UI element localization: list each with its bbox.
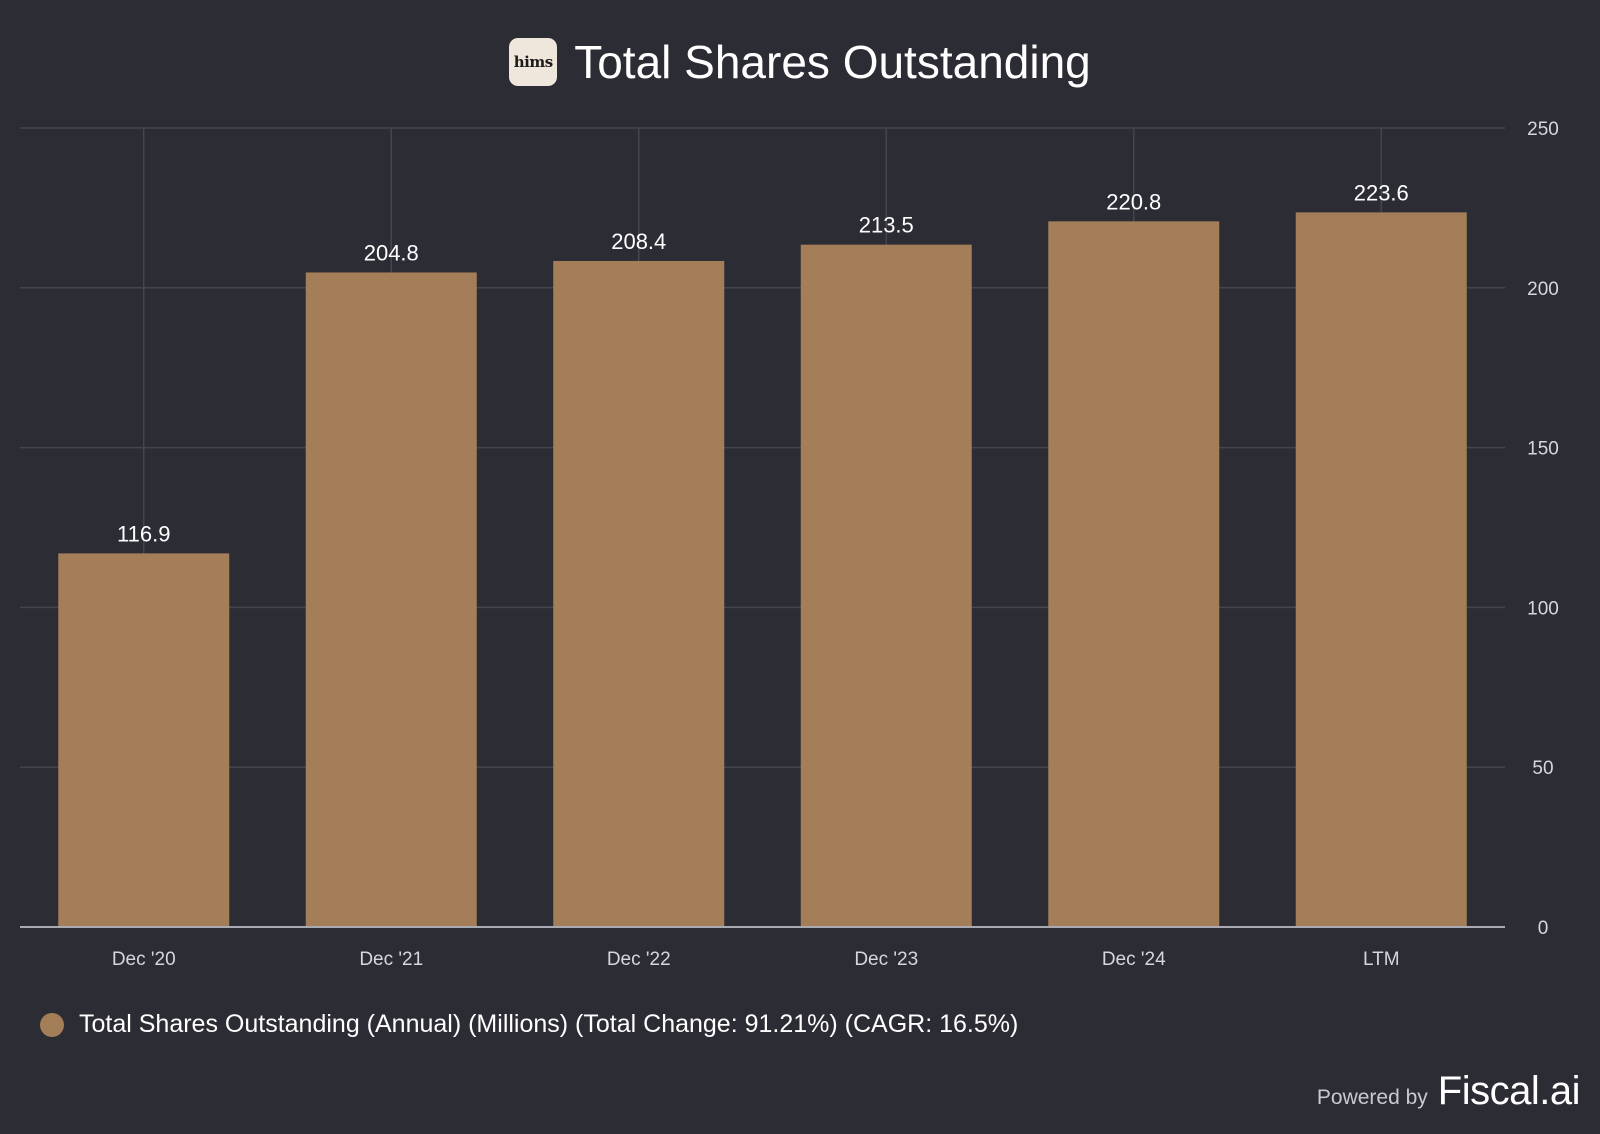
- axis-layer: 0 50 100 150 200 250 Dec '20 Dec '21 Dec '22 Dec …: [20, 119, 1559, 970]
- y-tick-label: 100: [1527, 598, 1559, 619]
- y-tick-label: 50: [1532, 758, 1553, 779]
- legend-label: Total Shares Outstanding (Annual) (Milli…: [79, 1010, 1019, 1038]
- x-tick-label: Dec '24: [1102, 949, 1166, 970]
- x-tick-label: Dec '23: [854, 949, 918, 970]
- data-label: 204.8: [364, 240, 419, 265]
- bar-3: [800, 244, 972, 928]
- powered-by-text: Powered by: [1316, 1086, 1428, 1109]
- bar-4: [1048, 221, 1220, 928]
- data-label: 220.8: [1106, 189, 1161, 214]
- bar-1: [305, 272, 477, 927]
- bar-5: [1295, 212, 1467, 928]
- bar-chart: 116.9 204.8 208.4 213.5 220.8 223.6 0 50 100 150…: [20, 119, 1559, 970]
- data-label: 223.6: [1354, 180, 1409, 205]
- chart-legend[interactable]: Total Shares Outstanding (Annual) (Milli…: [40, 1010, 1018, 1039]
- y-tick-label: 200: [1527, 279, 1559, 300]
- y-tick-label: 250: [1527, 119, 1559, 140]
- chart-header: hims Total Shares Outstanding: [0, 34, 1600, 90]
- data-label: 116.9: [117, 521, 170, 546]
- data-label: 213.5: [859, 213, 914, 238]
- data-label: 208.4: [611, 229, 666, 254]
- y-tick-label: 0: [1538, 918, 1549, 939]
- y-tick-label: 150: [1527, 439, 1559, 460]
- x-tick-label: LTM: [1363, 949, 1400, 970]
- chart-title: Total Shares Outstanding: [574, 36, 1091, 88]
- x-tick-label: Dec '22: [607, 949, 671, 970]
- x-tick-label: Dec '20: [112, 949, 176, 970]
- bar-0: [58, 553, 230, 927]
- brand-logo[interactable]: Fiscal.ai: [1437, 1069, 1581, 1113]
- grid-layer: [20, 127, 1505, 927]
- legend-marker: [40, 1012, 64, 1037]
- bar-2: [553, 260, 725, 927]
- attribution: Powered by Fiscal.ai: [1316, 1069, 1581, 1114]
- company-logo: hims: [509, 38, 558, 86]
- company-logo-text: hims: [513, 53, 553, 71]
- bars-layer: [58, 212, 1467, 928]
- x-tick-label: Dec '21: [359, 949, 423, 970]
- labels-layer: 116.9 204.8 208.4 213.5 220.8 223.6: [117, 180, 1409, 546]
